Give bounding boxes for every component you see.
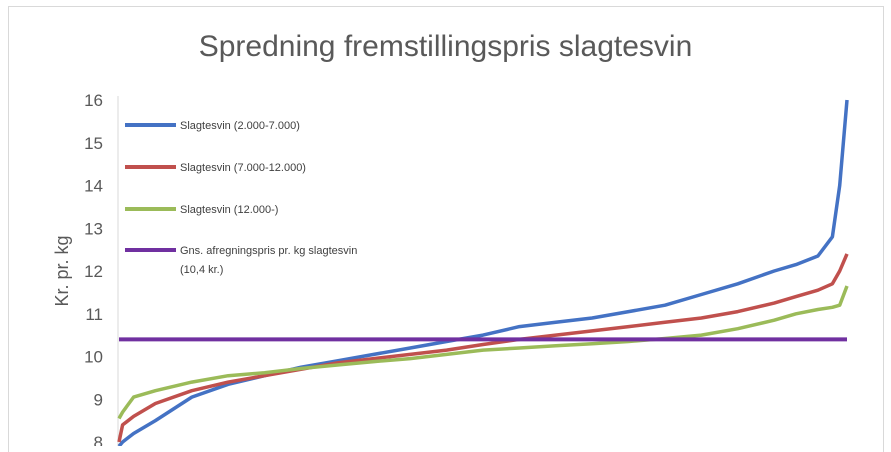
y-tick-label: 11 [85,305,103,324]
y-tick-label: 13 [84,219,103,238]
legend: Slagtesvin (2.000-7.000) Slagtesvin (7.00… [125,120,357,276]
y-tick-group: 8 9 10 11 12 13 14 15 16 [84,91,103,446]
y-axis-label: Kr. pr. kg [52,235,72,306]
series-line-2 [117,253,849,443]
legend-label-3: Slagtesvin (12.000-) [180,204,278,216]
y-tick-label: 14 [84,177,103,196]
y-tick-label: 8 [94,433,103,446]
chart-title: Spredning fremstillingspris slagtesvin [198,30,693,63]
y-tick-label: 12 [84,262,103,281]
series-line-1 [117,99,849,446]
chart-frame [8,6,884,452]
series-group [117,99,849,446]
y-tick-label: 15 [84,134,103,153]
legend-label-4-line-1: Gns. afregningspris pr. kg slagtesvin [180,245,357,257]
y-tick-label: 9 [94,390,103,409]
y-tick-label: 10 [84,348,103,367]
legend-label-4-line-2: (10,4 kr.) [180,264,223,276]
y-tick-label: 16 [84,91,103,110]
legend-label-2: Slagtesvin (7.000-12.000) [180,162,306,174]
legend-label-1: Slagtesvin (2.000-7.000) [180,120,300,132]
series-line-3 [117,285,849,420]
